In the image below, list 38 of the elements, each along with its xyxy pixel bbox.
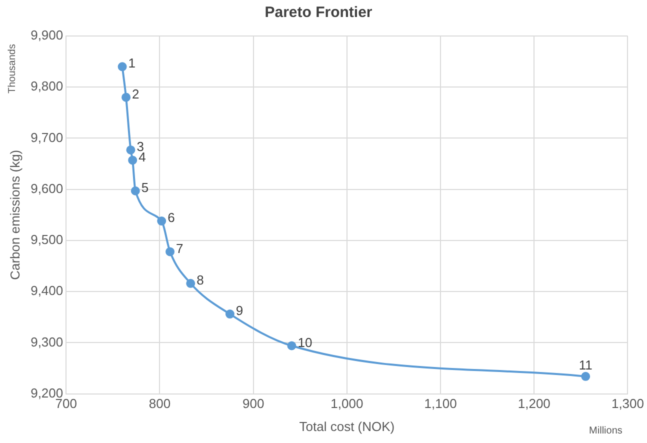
y-tick-label: 9,400 (30, 283, 64, 298)
point (126, 145, 136, 154)
point (225, 310, 234, 319)
x-tick-label: 1,100 (424, 396, 457, 412)
annotation: 11 (578, 358, 592, 372)
point (166, 247, 175, 256)
chart-title: Pareto Frontier (264, 4, 372, 22)
y-tick-label: 9,700 (30, 130, 64, 145)
point (128, 156, 138, 165)
annotation: 1 (128, 56, 136, 71)
text: Thousands (6, 44, 18, 94)
annotation: 10 (298, 334, 312, 350)
x-tick-label: 900 (242, 396, 264, 412)
point (287, 341, 296, 350)
y-tick-label: 9,300 (30, 334, 64, 350)
point (122, 92, 131, 102)
point (157, 216, 166, 226)
point (581, 372, 590, 381)
annotation: 8 (196, 272, 204, 288)
x-axis-title: Total cost (NOK) (299, 418, 395, 434)
annotation: 6 (168, 210, 175, 226)
annotation: 7 (176, 240, 184, 256)
y-tick-label: 9,600 (30, 180, 64, 196)
point (130, 186, 140, 196)
x-tick-label: 1,000 (330, 396, 364, 412)
y-axis-title: Carbon emissions (kg) (7, 150, 22, 280)
y-tick-label: 9,800 (30, 78, 64, 94)
y-tick-label: 9,500 (30, 232, 64, 248)
x-tick-label: 800 (148, 396, 171, 412)
annotation: 9 (236, 303, 244, 318)
point (186, 278, 196, 288)
point (118, 62, 127, 72)
annotation: 2 (132, 86, 140, 102)
y-tick-label: 9,900 (30, 28, 64, 43)
x-tick-label: 1,200 (518, 396, 550, 412)
text: Millions (589, 426, 622, 437)
x-tick-label: 1,300 (611, 396, 644, 412)
annotation: 5 (141, 180, 149, 195)
